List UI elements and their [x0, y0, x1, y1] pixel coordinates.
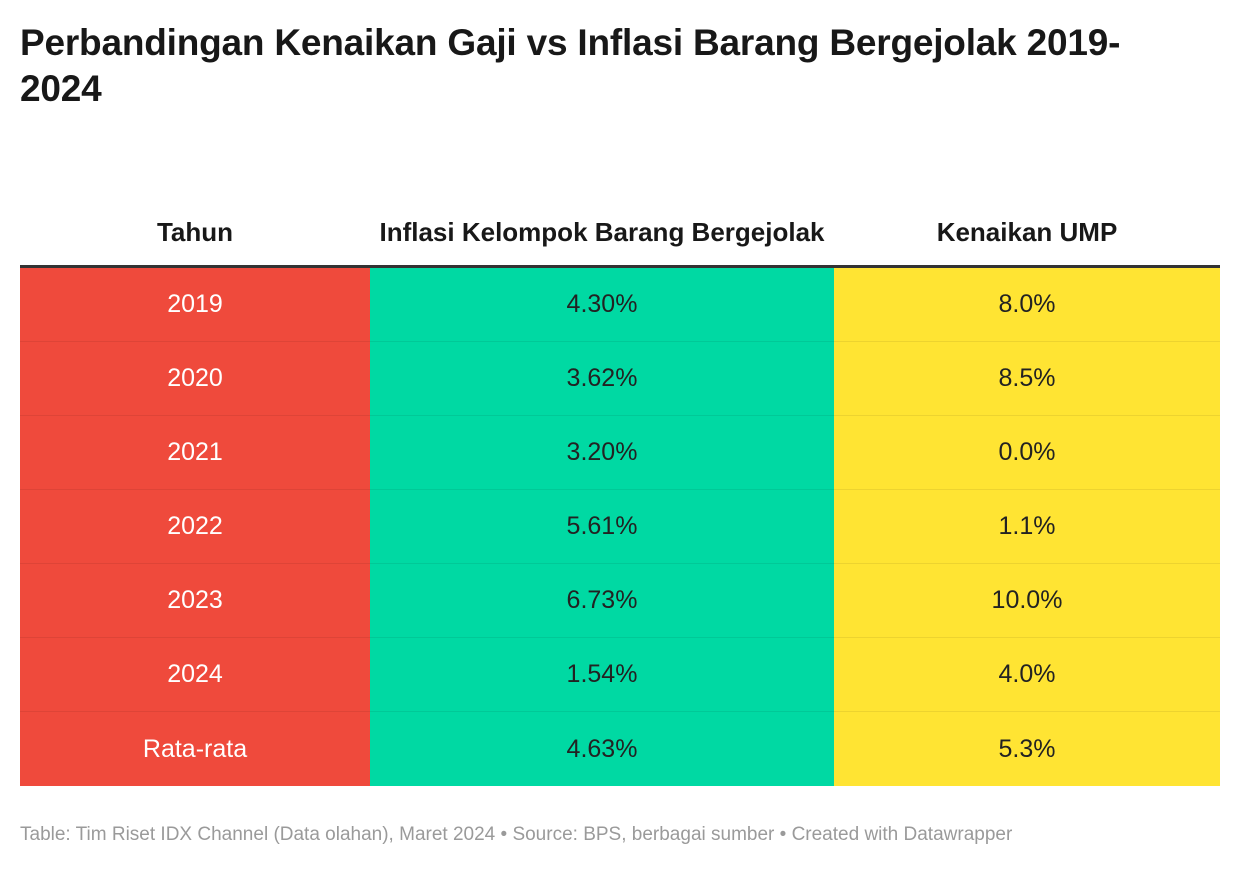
header-ump: Kenaikan UMP: [936, 217, 1118, 247]
header-tahun: Tahun: [156, 217, 234, 247]
table-row: Rata-rata 4.63% 5.3%: [20, 712, 1220, 786]
table-row: 2022 5.61% 1.1%: [20, 490, 1220, 564]
cell-tahun: 2020: [20, 342, 370, 416]
cell-tahun: 2019: [20, 268, 370, 342]
source-footer: Table: Tim Riset IDX Channel (Data olaha…: [20, 824, 1013, 845]
cell-ump: 0.0%: [834, 416, 1220, 490]
cell-inflasi: 3.20%: [370, 416, 834, 490]
cell-inflasi: 3.62%: [370, 342, 834, 416]
table-row: 2020 3.62% 8.5%: [20, 342, 1220, 416]
cell-inflasi: 1.54%: [370, 638, 834, 712]
cell-inflasi: 4.30%: [370, 268, 834, 342]
cell-inflasi: 6.73%: [370, 564, 834, 638]
cell-tahun: 2024: [20, 638, 370, 712]
cell-ump: 5.3%: [834, 712, 1220, 786]
cell-tahun: Rata-rata: [20, 712, 370, 786]
header-inflasi: Inflasi Kelompok Barang Bergejolak: [379, 217, 825, 247]
cell-tahun: 2021: [20, 416, 370, 490]
table-row: 2024 1.54% 4.0%: [20, 638, 1220, 712]
chart-title: Perbandingan Kenaikan Gaji vs Inflasi Ba…: [20, 22, 1121, 109]
table-header: Tahun Inflasi Kelompok Barang Bergejolak…: [20, 170, 1220, 268]
cell-ump: 10.0%: [834, 564, 1220, 638]
cell-ump: 4.0%: [834, 638, 1220, 712]
cell-inflasi: 5.61%: [370, 490, 834, 564]
cell-inflasi: 4.63%: [370, 712, 834, 786]
table-row: 2019 4.30% 8.0%: [20, 268, 1220, 342]
cell-ump: 8.5%: [834, 342, 1220, 416]
data-table: Tahun Inflasi Kelompok Barang Bergejolak…: [20, 170, 1220, 786]
cell-ump: 8.0%: [834, 268, 1220, 342]
cell-ump: 1.1%: [834, 490, 1220, 564]
table-body: 2019 4.30% 8.0% 2020 3.62% 8.5% 2021 3.20% 0.0% 2…: [20, 268, 1220, 786]
cell-tahun: 2023: [20, 564, 370, 638]
table-row: 2021 3.20% 0.0%: [20, 416, 1220, 490]
cell-tahun: 2022: [20, 490, 370, 564]
table-row: 2023 6.73% 10.0%: [20, 564, 1220, 638]
